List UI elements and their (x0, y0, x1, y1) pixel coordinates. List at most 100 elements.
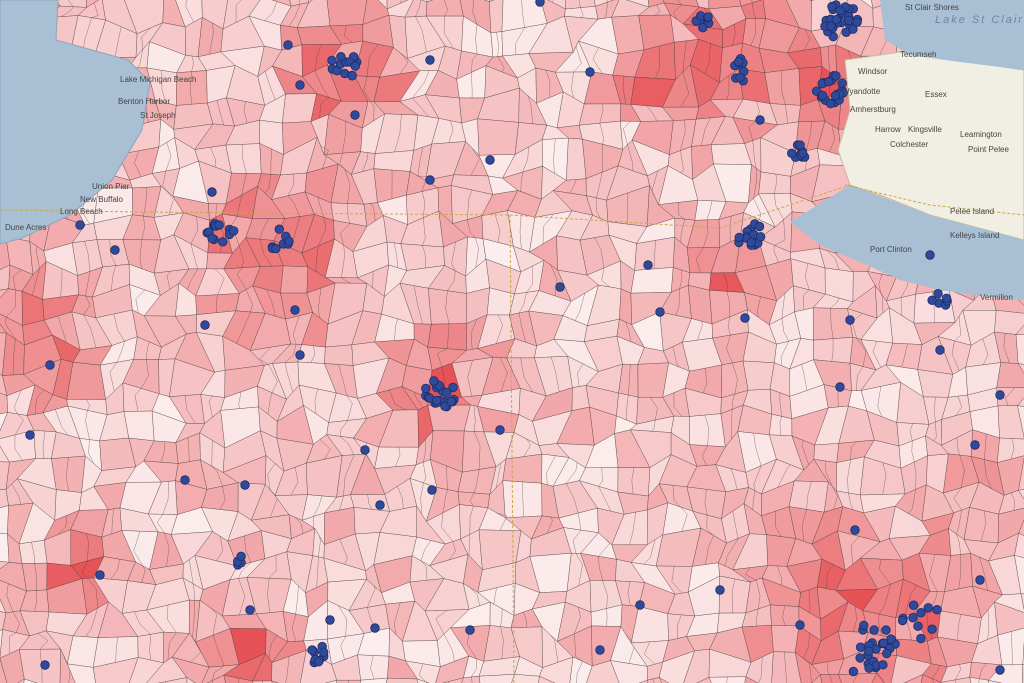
zip-border (268, 364, 278, 393)
zip-border (775, 511, 782, 537)
zip-border (599, 123, 605, 145)
location-marker (245, 605, 255, 615)
zip-border (347, 203, 351, 224)
zip-region (1014, 555, 1024, 595)
zip-border (399, 52, 409, 75)
zip-border (110, 265, 117, 291)
location-marker (290, 305, 300, 315)
zip-border (238, 245, 244, 268)
location-marker (535, 0, 545, 7)
location-marker (755, 232, 766, 242)
place-label: Tecumseh (900, 50, 936, 59)
zip-region (129, 657, 165, 683)
zip-border (601, 144, 603, 173)
zip-border (215, 203, 218, 218)
zip-region (998, 489, 1024, 515)
zip-border (727, 316, 731, 336)
zip-border (393, 242, 398, 268)
location-marker (735, 72, 745, 83)
zip-border (623, 121, 631, 145)
zip-border (954, 316, 962, 342)
location-marker (859, 620, 869, 631)
zip-border (571, 71, 574, 98)
zip-border (702, 445, 708, 466)
location-marker (787, 148, 797, 159)
zip-border (872, 341, 882, 368)
zip-border (803, 29, 811, 51)
zip-border (287, 173, 295, 196)
location-marker (180, 475, 190, 485)
zip-border (578, 0, 581, 8)
zip-region (66, 361, 106, 400)
location-marker (848, 666, 859, 677)
location-marker (882, 648, 892, 659)
zip-border (57, 315, 67, 343)
location-marker (283, 40, 293, 50)
zip-border (341, 245, 345, 278)
zip-border (914, 461, 917, 490)
zip-border (900, 297, 902, 316)
zip-border (111, 508, 115, 534)
location-marker (925, 250, 935, 260)
zip-region (771, 624, 800, 653)
zip-border (987, 609, 990, 640)
zip-border (86, 399, 90, 411)
zip-region (19, 648, 61, 683)
zip-border (292, 315, 300, 345)
zip-region (360, 677, 388, 683)
zip-border (753, 198, 762, 220)
zip-region (1017, 363, 1024, 374)
location-marker (908, 600, 919, 610)
zip-border (806, 481, 812, 510)
location-marker (932, 605, 942, 615)
zip-border (521, 0, 525, 28)
location-marker (595, 645, 605, 655)
zip-border (363, 76, 372, 102)
zip-region (425, 0, 464, 17)
zip-border (755, 580, 761, 610)
zip-border (314, 44, 322, 71)
location-marker (845, 315, 855, 325)
zip-border (85, 607, 98, 637)
location-marker (425, 175, 435, 185)
zip-border (394, 114, 402, 153)
zip-border (731, 409, 733, 440)
zip-region (812, 307, 854, 341)
zip-border (451, 241, 456, 271)
lake-michigan (0, 0, 151, 245)
zip-border (109, 239, 117, 266)
zip-border (238, 391, 242, 409)
zip-border (60, 268, 63, 298)
zip-border (139, 239, 143, 269)
zip-border (520, 357, 534, 393)
zip-border (42, 431, 46, 459)
zip-border (605, 608, 608, 627)
zip-region (1015, 324, 1024, 335)
zip-border (445, 465, 448, 490)
zip-border (235, 0, 242, 23)
location-marker (432, 395, 442, 406)
zip-region (744, 676, 759, 683)
zip-border (268, 635, 278, 658)
location-marker (746, 237, 756, 248)
location-marker (831, 15, 842, 25)
zip-border (677, 0, 682, 6)
zip-region (0, 505, 9, 535)
zip-border (755, 608, 759, 627)
zip-region (225, 143, 262, 174)
location-marker (313, 657, 324, 667)
zip-border (831, 338, 834, 362)
location-marker (40, 660, 50, 670)
zip-border (134, 150, 142, 177)
zip-border (393, 602, 401, 635)
zip-region (324, 679, 338, 683)
zip-border (87, 578, 98, 609)
zip-border (34, 590, 38, 612)
zip-border (314, 388, 318, 414)
location-marker (827, 1, 837, 12)
zip-border (979, 557, 988, 591)
zip-region (997, 437, 1024, 463)
zip-region (742, 360, 775, 391)
place-label: Lake Michigan Beach (120, 75, 197, 84)
